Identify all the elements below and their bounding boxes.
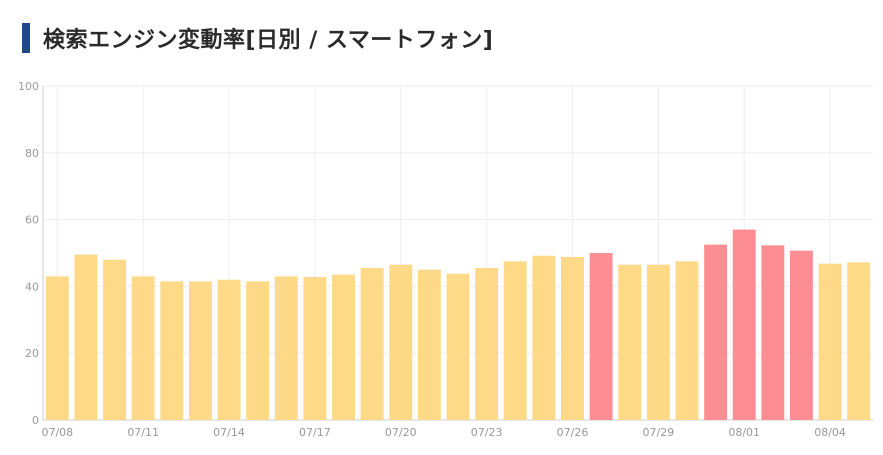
title-accent-bar: [22, 23, 30, 53]
bar[interactable]: 07/19: 45.5: [360, 268, 384, 420]
bar[interactable]: 07/17: 42.8: [303, 277, 327, 420]
bar[interactable]: 07/16: 43: [274, 276, 298, 420]
bar[interactable]: 07/10: 48: [103, 259, 126, 420]
x-tick-label: 07/26: [557, 426, 589, 439]
y-tick-label: 100: [18, 80, 39, 93]
bar[interactable]: 08/05: 47.2: [847, 262, 871, 420]
y-tick-label: 40: [25, 280, 39, 293]
bar[interactable]: 08/02: 52.3: [761, 245, 785, 420]
y-tick-label: 60: [25, 214, 39, 227]
bar[interactable]: 07/26: 48.8: [561, 257, 584, 420]
bar[interactable]: 07/31: 52.5: [704, 244, 728, 420]
y-tick-label: 0: [32, 414, 39, 427]
y-tick-label: 20: [25, 347, 39, 360]
bar[interactable]: 07/20: 46.5: [389, 264, 413, 420]
x-tick-label: 07/11: [127, 426, 159, 439]
bar[interactable]: 07/18: 43.5: [332, 274, 355, 420]
bar[interactable]: 07/29: 46.5: [646, 264, 670, 420]
bar[interactable]: 07/30: 47.5: [675, 261, 699, 420]
bar[interactable]: 08/01: 57: [732, 229, 756, 420]
page-title: 検索エンジン変動率[日別 / スマートフォン]: [43, 28, 494, 53]
bar[interactable]: 07/11: 43: [131, 276, 155, 420]
x-tick-label: 07/23: [471, 426, 503, 439]
bar[interactable]: 07/09: 49.5: [74, 254, 98, 420]
x-tick-label: 08/01: [728, 426, 760, 439]
bar[interactable]: 07/28: 46.5: [618, 264, 642, 420]
x-tick-label: 08/04: [814, 426, 846, 439]
bar[interactable]: 07/23: 45.5: [475, 268, 499, 420]
y-tick-label: 80: [25, 147, 39, 160]
bar[interactable]: 07/25: 49.2: [532, 255, 556, 420]
bar[interactable]: 07/24: 47.5: [503, 261, 527, 420]
bar[interactable]: 07/12: 41.5: [160, 281, 184, 420]
bar[interactable]: 07/21: 45: [417, 269, 441, 420]
x-tick-label: 07/14: [213, 426, 245, 439]
x-tick-label: 07/08: [41, 426, 73, 439]
chart-header: 検索エンジン変動率[日別 / スマートフォン]: [22, 23, 493, 53]
x-tick-label: 07/20: [385, 426, 417, 439]
bar[interactable]: 07/14: 42: [217, 279, 241, 420]
x-tick-label: 07/29: [642, 426, 674, 439]
bar[interactable]: 08/03: 50.7: [790, 250, 813, 420]
bar[interactable]: 07/27: 50: [589, 253, 613, 420]
bar[interactable]: 08/04: 46.8: [818, 263, 842, 420]
bar[interactable]: 07/13: 41.5: [188, 281, 212, 420]
x-tick-label: 07/17: [299, 426, 331, 439]
bar[interactable]: 07/22: 43.8: [446, 273, 470, 420]
bar[interactable]: 07/08: 43: [45, 276, 69, 420]
bar[interactable]: 07/15: 41.5: [246, 281, 270, 420]
